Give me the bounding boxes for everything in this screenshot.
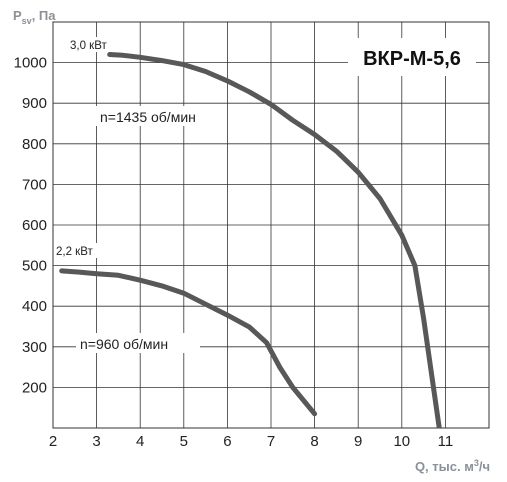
series-label-960: n=960 об/мин bbox=[80, 336, 168, 352]
x-tick-label: 10 bbox=[393, 433, 410, 450]
series-label-1435: n=1435 об/мин bbox=[100, 109, 196, 125]
x-tick-label: 7 bbox=[267, 433, 275, 450]
plot-frame bbox=[52, 21, 490, 429]
power-label-22-background bbox=[54, 243, 106, 258]
x-tick-label: 4 bbox=[136, 433, 144, 450]
power-label-22: 2,2 кВт bbox=[56, 246, 94, 258]
y-tick-label: 500 bbox=[22, 258, 47, 275]
y-axis-title-sub: sv bbox=[22, 16, 32, 26]
y-axis-title-main: P bbox=[13, 8, 22, 23]
series-line-1 bbox=[59, 268, 318, 417]
y-axis-title-unit: , Па bbox=[32, 8, 57, 23]
x-tick-label: 2 bbox=[49, 433, 57, 450]
x-tick-label: 5 bbox=[180, 433, 188, 450]
x-tick-label: 9 bbox=[354, 433, 362, 450]
power-label-30: 3,0 кВт bbox=[70, 40, 108, 52]
y-tick-label: 200 bbox=[22, 379, 47, 396]
x-tick-label: 3 bbox=[92, 433, 100, 450]
title-background bbox=[348, 38, 476, 76]
x-axis-title: Q, тыс. м3/ч bbox=[415, 458, 490, 474]
series-line-0 bbox=[107, 52, 442, 428]
series bbox=[59, 52, 442, 428]
x-axis-title-unit: /ч bbox=[479, 459, 490, 474]
y-tick-label: 300 bbox=[22, 339, 47, 356]
power-label-30-background bbox=[68, 37, 122, 52]
grid bbox=[52, 21, 490, 429]
y-tick-label: 600 bbox=[22, 217, 47, 234]
y-tick-label: 400 bbox=[22, 298, 47, 315]
chart-title: ВКР-М-5,6 bbox=[363, 48, 461, 70]
x-tick-label: 11 bbox=[438, 433, 454, 450]
speed-label-1435-background bbox=[96, 106, 218, 126]
x-axis-title-sup: 3 bbox=[474, 458, 479, 468]
speed-label-960-background bbox=[76, 333, 200, 353]
y-tick-label: 800 bbox=[22, 136, 47, 153]
x-axis-title-main: Q, тыс. м bbox=[415, 459, 474, 474]
x-tick-label: 6 bbox=[223, 433, 231, 450]
y-axis-title: Psv, Па bbox=[13, 8, 56, 26]
tick-labels: 2 3 4 5 6 7 8 9 10 11 200 300 400 500 600 700 800 900 1000 bbox=[14, 55, 454, 450]
y-tick-label: 700 bbox=[22, 176, 47, 193]
x-tick-label: 8 bbox=[310, 433, 318, 450]
y-tick-label: 900 bbox=[22, 95, 47, 112]
y-tick-label: 1000 bbox=[14, 55, 47, 72]
